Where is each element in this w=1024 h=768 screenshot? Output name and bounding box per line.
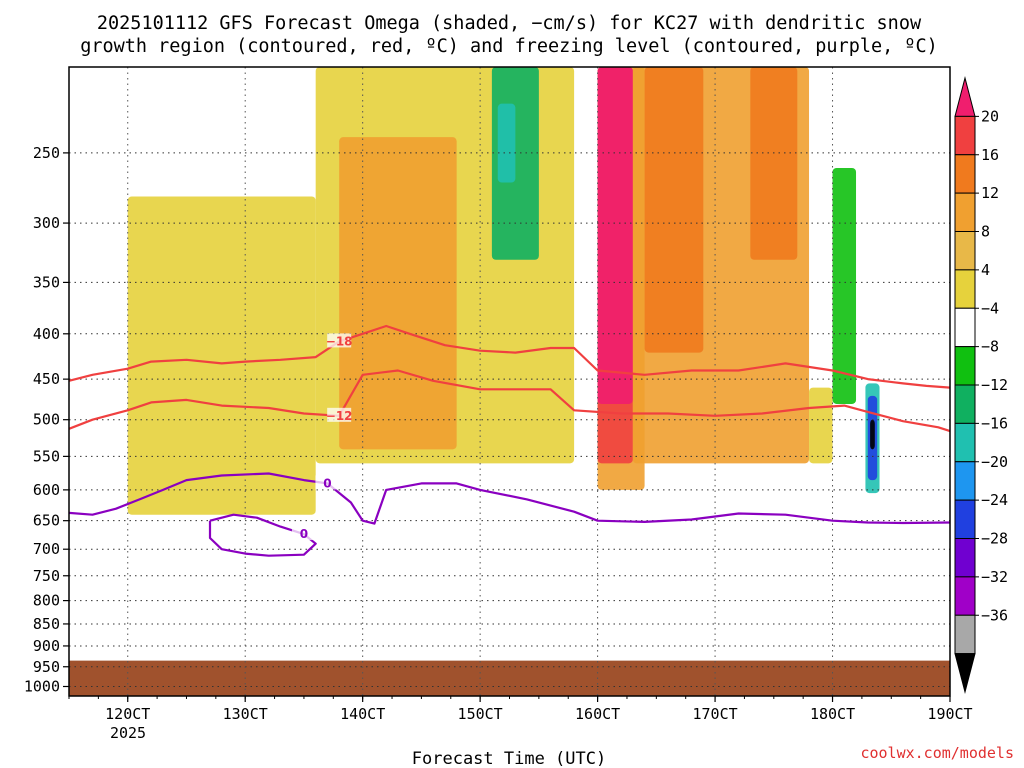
x-axis-label: Forecast Time (UTC) — [412, 749, 606, 768]
omega-region-15 — [809, 387, 833, 464]
omega-region-5 — [750, 67, 798, 260]
omega-region-2 — [597, 67, 633, 404]
colorbar-label-10: −24 — [981, 491, 1008, 509]
colorbar-segment-13 — [954, 576, 976, 616]
y-tick-label-850: 850 — [33, 615, 60, 633]
y-axis: 250 300 350 400 450 500 550 600 650 700 750 800 850 9… — [24, 144, 69, 695]
y-tick-label-550: 550 — [33, 447, 60, 465]
colorbar-segment-7 — [954, 346, 976, 386]
x-axis: 120CT 130CT 140CT 150CT 160CT 170CT 180CT 190CT — [68, 696, 973, 723]
contour-lines: −18 −12 0 0 — [68, 324, 951, 557]
y-tick-label-1000: 1000 — [24, 677, 60, 695]
omega-region-14 — [870, 419, 875, 450]
colorbar-label-6: −8 — [981, 338, 999, 356]
colorbar-segment-9 — [954, 422, 976, 463]
contour-label-bg-0 — [327, 333, 352, 348]
x-tick-label-18: 180CT — [810, 705, 855, 723]
omega-region-8 — [127, 196, 316, 515]
contour-line-3 — [208, 513, 317, 557]
x-tick-label-19: 190CT — [927, 705, 972, 723]
colorbar-label-8: −16 — [981, 414, 1008, 432]
plot-grid — [69, 67, 950, 696]
contour-line-0 — [68, 324, 951, 389]
colorbar-label-7: −12 — [981, 376, 1008, 394]
y-tick-label-600: 600 — [33, 481, 60, 499]
omega-region-11 — [832, 167, 857, 404]
colorbar-label-5: −4 — [981, 299, 999, 317]
y-tick-label-650: 650 — [33, 512, 60, 530]
colorbar-top-triangle — [954, 76, 976, 117]
omega-region-4 — [644, 67, 704, 353]
contour-line-2 — [68, 472, 951, 525]
colorbar-label-3: 8 — [981, 223, 990, 241]
omega-region-7 — [339, 137, 457, 450]
x-tick-label-17: 170CT — [692, 705, 737, 723]
colorbar-segment-14 — [954, 614, 976, 655]
x-tick-label-14: 140CT — [340, 705, 385, 723]
y-tick-label-450: 450 — [33, 370, 60, 388]
colorbar-segment-10 — [954, 461, 976, 501]
colorbar-segment-6 — [954, 307, 976, 348]
contour-label-bg-3 — [291, 526, 316, 541]
colorbar-segment-3 — [954, 192, 976, 232]
omega-region-10 — [497, 103, 516, 183]
contour-label-bg-1 — [327, 407, 352, 422]
x-tick-label-12: 120CT — [105, 705, 150, 723]
colorbar-label-1: 16 — [981, 146, 999, 164]
colorbar-segment-1 — [954, 115, 976, 156]
y-tick-label-250: 250 — [33, 144, 60, 162]
y-tick-label-750: 750 — [33, 567, 60, 585]
y-tick-label-400: 400 — [33, 325, 60, 343]
x-tick-label-15: 150CT — [458, 705, 503, 723]
contour-line-1 — [68, 369, 951, 433]
colorbar: 20 16 12 8 4 −4 −8 −12 −16 −20 −24 −28 −32 −36 — [954, 76, 1008, 694]
colorbar-label-13: −36 — [981, 606, 1008, 624]
y-tick-label-350: 350 — [33, 273, 60, 291]
y-tick-label-900: 900 — [33, 637, 60, 655]
x-tick-label-13: 130CT — [223, 705, 268, 723]
y-tick-label-300: 300 — [33, 214, 60, 232]
colorbar-label-4: 4 — [981, 261, 990, 279]
colorbar-segment-5 — [954, 269, 976, 309]
colorbar-segment-11 — [954, 499, 976, 539]
colorbar-label-11: −28 — [981, 530, 1008, 548]
colorbar-label-2: 12 — [981, 184, 999, 202]
y-tick-label-700: 700 — [33, 540, 60, 558]
contour-label-0: −18 — [326, 334, 353, 348]
y-tick-label-800: 800 — [33, 592, 60, 610]
y-tick-label-950: 950 — [33, 658, 60, 676]
plot-area: −18 −12 0 0 — [68, 66, 951, 697]
colorbar-label-9: −20 — [981, 453, 1008, 471]
omega-shading — [127, 67, 880, 515]
contour-label-1: −12 — [326, 409, 353, 423]
ground-terrain — [69, 660, 950, 696]
colorbar-segment-8 — [954, 384, 976, 424]
x-tick-label-16: 160CT — [575, 705, 620, 723]
chart-title-line-1: 2025101112 GFS Forecast Omega (shaded, −… — [97, 13, 922, 34]
colorbar-segment-4 — [954, 231, 976, 271]
credit-link[interactable]: coolwx.com/models — [860, 744, 1014, 762]
y-tick-label-500: 500 — [33, 411, 60, 429]
colorbar-segment-12 — [954, 538, 976, 578]
colorbar-segment-2 — [954, 154, 976, 194]
contour-label-3: 0 — [300, 527, 308, 541]
x-year-label: 2025 — [110, 724, 146, 742]
chart-title-line-2: growth region (contoured, red, ºC) and f… — [80, 36, 938, 57]
colorbar-label-12: −32 — [981, 568, 1008, 586]
contour-label-bg-2 — [315, 475, 340, 490]
colorbar-bottom-triangle — [954, 653, 976, 694]
contour-label-2: 0 — [323, 476, 331, 490]
colorbar-label-0: 20 — [981, 107, 999, 125]
